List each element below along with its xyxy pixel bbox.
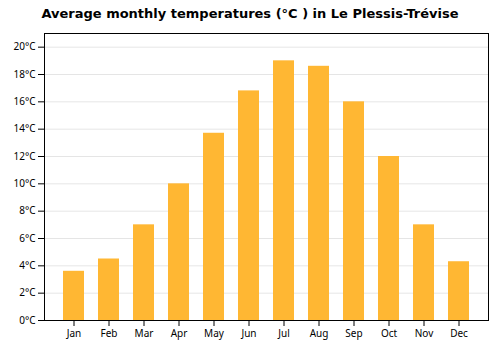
svg-text:14°C: 14°C: [13, 121, 36, 135]
html-text:Average monthly temperatures (: Average monthly temperatures (°C ) in Le…: [41, 6, 459, 21]
svg-text:8°C: 8°C: [19, 203, 36, 217]
svg-text:20°C: 20°C: [13, 39, 36, 53]
svg-text:6°C: 6°C: [19, 231, 36, 245]
svg-text:10°C: 10°C: [13, 176, 36, 190]
svg-text:Nov: Nov: [415, 326, 434, 340]
svg-text:0°C: 0°C: [19, 313, 36, 327]
svg-text:Oct: Oct: [381, 326, 398, 340]
svg-text:Apr: Apr: [171, 326, 188, 340]
svg-text:4°C: 4°C: [19, 258, 36, 272]
svg-text:Jun: Jun: [240, 326, 256, 340]
svg-text:Aug: Aug: [310, 326, 329, 340]
svg-text:Dec: Dec: [450, 326, 468, 340]
svg-text:Sep: Sep: [345, 326, 362, 340]
svg-text:Mar: Mar: [135, 326, 154, 340]
svg-text:18°C: 18°C: [13, 67, 36, 81]
svg-text:16°C: 16°C: [13, 94, 36, 108]
svg-text:May: May: [204, 326, 225, 340]
svg-text:Jan: Jan: [66, 326, 82, 340]
svg-text:Feb: Feb: [101, 326, 118, 340]
svg-text:Jul: Jul: [277, 326, 290, 340]
svg-text:12°C: 12°C: [13, 149, 36, 163]
svg-text:2°C: 2°C: [19, 285, 36, 299]
